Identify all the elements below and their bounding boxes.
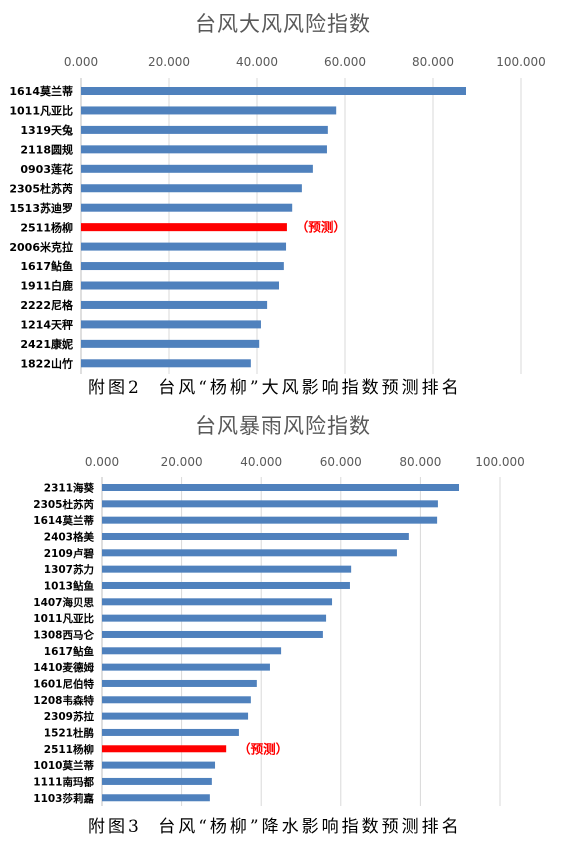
rain-chart-category-label-16: 2511杨柳 [44,743,94,756]
wind-chart-bar-1 [81,106,337,115]
rain-chart-category-label-4: 2109卢碧 [44,547,95,560]
rain-chart-category-label-17: 1010莫兰蒂 [33,759,94,772]
wind-chart-tick-label-1: 20.000 [148,55,190,69]
rain-chart-bar-16 [102,745,227,753]
rain-chart-tick-label-2: 40.000 [240,455,282,469]
wind-figure-caption: 附图2 台风“杨柳”大风影响指数预测排名 [88,378,462,398]
rain-chart-bar-1 [102,500,438,508]
rain-chart-bar-9 [102,630,323,638]
rain-chart-category-label-8: 1011凡亚比 [33,612,94,625]
rain-chart-bar-15 [102,728,239,736]
wind-chart-bar-9 [81,262,284,271]
rain-chart-tick-label-0: 0.000 [85,455,119,469]
wind-chart-bar-13 [81,339,260,348]
wind-chart-bar-5 [81,184,302,193]
rain-chart-bar-8 [102,614,327,622]
wind-chart-bar-4 [81,164,313,173]
rain-chart-category-label-7: 1407海贝思 [33,596,94,609]
wind-chart-category-label-11: 2222尼格 [20,298,74,312]
wind-chart-bar-14 [81,359,251,368]
rain-chart-bar-17 [102,761,216,769]
rain-chart-category-label-14: 2309苏拉 [44,710,95,723]
rain-chart-bar-4 [102,549,397,557]
rain-chart-category-label-11: 1410麦德姆 [33,661,94,674]
rain-chart-bar-6 [102,581,350,589]
rain-chart-category-label-19: 1103莎莉嘉 [33,792,94,805]
rain-chart-category-label-10: 1617鲇鱼 [44,645,95,658]
wind-chart-tick-label-3: 60.000 [324,55,366,69]
wind-chart-category-label-1: 1011凡亚比 [9,104,73,118]
wind-chart-bar-12 [81,320,261,329]
rain-figure-caption: 附图3 台风“杨柳”降水影响指数预测排名 [88,817,462,837]
wind-chart-category-label-2: 1319天兔 [20,123,73,137]
rain-chart-tick-label-5: 100.000 [475,455,525,469]
rain-chart-category-label-18: 1111南玛都 [33,775,94,788]
rain-chart-category-label-5: 1307苏力 [44,563,94,576]
rain-chart-tick-label-4: 80.000 [399,455,441,469]
wind-chart-category-label-14: 1822山竹 [20,356,73,370]
rain-chart-bar-13 [102,696,251,704]
rain-chart-bar-18 [102,777,212,785]
wind-chart-bar-11 [81,300,268,309]
wind-chart-category-label-3: 2118圆规 [20,143,73,157]
wind-chart-category-label-12: 1214天秤 [20,318,73,332]
rain-chart-category-label-2: 1614莫兰蒂 [33,514,94,527]
rain-chart-category-label-12: 1601尼伯特 [33,677,94,690]
wind-chart-category-label-4: 0903莲花 [20,162,73,176]
wind-chart-tick-label-2: 40.000 [236,55,278,69]
rain-chart-category-label-3: 2403格美 [44,530,95,543]
rain-chart-forecast-note: （预测） [238,741,288,756]
rain-chart-bar-10 [102,647,282,655]
wind-chart-category-label-13: 2421康妮 [20,337,73,351]
rain-chart-bar-0 [102,484,460,491]
wind-chart-category-label-10: 1911白鹿 [20,279,73,293]
wind-chart-category-label-7: 2511杨柳 [20,220,73,234]
rain-chart: 台风暴雨风险指数 0.000 20.000 40.000 60.000 80.000 100… [33,414,525,806]
rain-chart-bar-5 [102,565,352,573]
wind-chart-bar-2 [81,125,328,134]
rain-chart-category-label-15: 1521杜鹃 [44,726,94,739]
rain-chart-bar-12 [102,679,257,687]
wind-chart-category-label-5: 2305杜苏芮 [9,181,73,195]
wind-chart-title: 台风大风风险指数 [195,12,371,36]
rain-chart-bar-14 [102,712,249,720]
rain-chart-tick-label-1: 20.000 [161,455,203,469]
rain-chart-category-label-6: 1013鲇鱼 [44,579,95,592]
wind-chart: 台风大风风险指数 0.000 20.000 40.000 60.000 80.000 100… [9,12,546,374]
rain-chart-bar-7 [102,598,333,606]
rain-chart-bar-11 [102,663,270,671]
rain-chart-bar-2 [102,516,438,524]
wind-chart-bar-10 [81,281,279,290]
wind-chart-bar-6 [81,203,293,212]
wind-chart-tick-label-4: 80.000 [412,55,454,69]
rain-chart-category-label-1: 2305杜苏芮 [33,498,94,511]
rain-chart-tick-label-3: 60.000 [320,455,362,469]
rain-chart-category-label-13: 1208韦森特 [33,694,94,707]
wind-chart-bar-3 [81,145,327,154]
wind-chart-bar-8 [81,242,287,251]
wind-chart-tick-label-0: 0.000 [64,55,98,69]
wind-chart-category-label-0: 1614莫兰蒂 [9,84,73,98]
wind-chart-bar-0 [81,87,466,95]
rain-chart-title: 台风暴雨风险指数 [195,414,371,438]
rain-chart-bar-19 [102,794,210,802]
rain-chart-category-label-0: 2311海葵 [44,481,95,494]
wind-chart-forecast-note: （预测） [296,220,346,235]
wind-chart-bar-7 [81,223,287,232]
wind-chart-category-label-6: 1513苏迪罗 [9,201,73,215]
wind-chart-category-label-8: 2006米克拉 [9,240,73,254]
rain-chart-category-label-9: 1308西马仑 [33,628,94,641]
rain-chart-bar-3 [102,532,409,540]
wind-chart-category-label-9: 1617鲇鱼 [20,259,73,273]
wind-chart-tick-label-5: 100.000 [496,55,546,69]
